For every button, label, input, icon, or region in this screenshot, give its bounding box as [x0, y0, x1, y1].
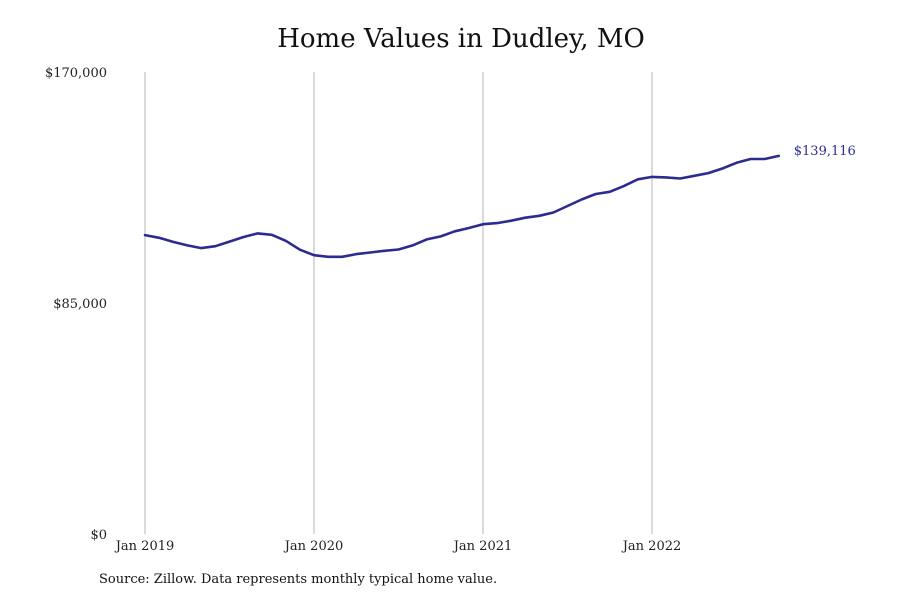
source-note: Source: Zillow. Data represents monthly … [99, 572, 498, 587]
x-tick-label: Jan 2021 [452, 539, 513, 554]
chart-title: Home Values in Dudley, MO [277, 24, 645, 54]
y-tick-label: $0 [90, 528, 107, 543]
x-tick-label: Jan 2020 [283, 539, 344, 554]
x-axis-tick-labels: Jan 2019 Jan 2020 Jan 2021 Jan 2022 [114, 539, 682, 554]
x-tick-label: Jan 2019 [114, 539, 175, 554]
y-tick-label: $85,000 [53, 297, 107, 312]
series-line-home-value [143, 154, 781, 259]
end-value-label: $139,116 [794, 144, 856, 159]
x-tick-label: Jan 2022 [621, 539, 682, 554]
gridlines [144, 72, 653, 534]
y-tick-label: $170,000 [45, 66, 107, 81]
y-axis-tick-labels: $0 $85,000 $170,000 [45, 66, 107, 543]
